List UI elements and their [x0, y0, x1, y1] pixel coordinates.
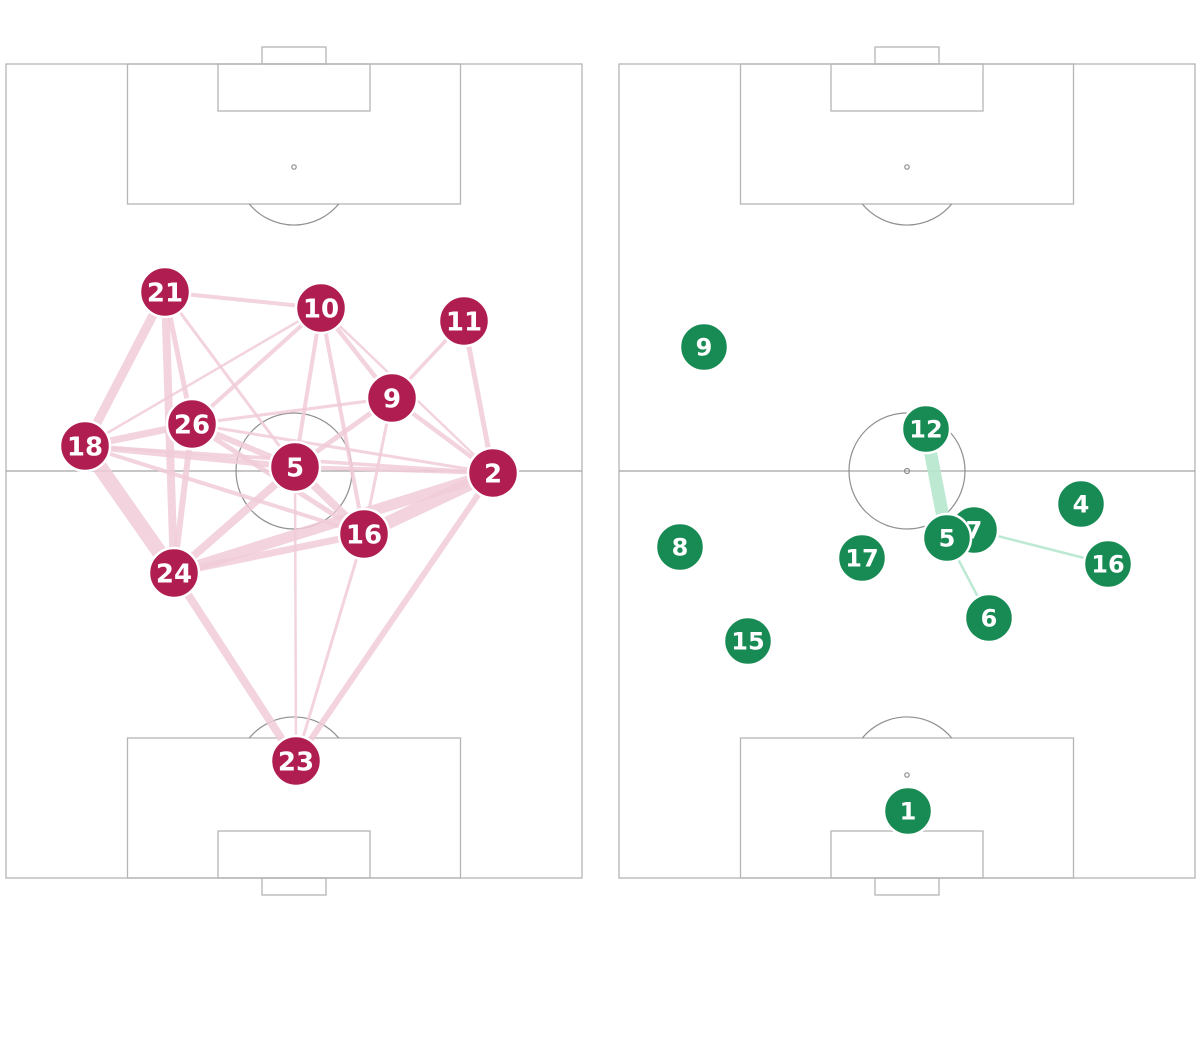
player-number-left-16: 16 — [346, 520, 382, 550]
goal-top — [261, 46, 327, 65]
player-node-right-12 — [900, 403, 952, 455]
player-node-left-16 — [337, 507, 391, 561]
goal-top — [874, 46, 940, 65]
penalty-arc-bottom — [861, 716, 953, 739]
six-yard-box-top — [830, 63, 984, 112]
pass-edge-left-10-26 — [190, 306, 323, 426]
penalty-area-top — [739, 63, 1075, 205]
penalty-arc-bottom — [248, 716, 340, 739]
pass-edge-left-26-2 — [190, 422, 495, 475]
player-node-left-18 — [58, 419, 112, 473]
pass-edge-left-5-23 — [293, 465, 298, 763]
player-node-right-15 — [722, 615, 774, 667]
six-yard-box-bottom — [217, 830, 371, 879]
player-number-right-6: 6 — [981, 605, 998, 633]
center-spot — [903, 467, 911, 475]
player-number-right-9: 9 — [696, 334, 713, 362]
player-number-left-10: 10 — [303, 294, 339, 324]
penalty-spot-top — [291, 164, 297, 170]
penalty-arc-top — [248, 203, 340, 226]
pass-edge-left-9-26 — [190, 396, 394, 426]
penalty-spot-bottom — [904, 772, 910, 778]
player-number-right-15: 15 — [731, 628, 764, 656]
pass-edge-left-10-18 — [83, 306, 323, 448]
player-number-left-11: 11 — [446, 307, 482, 337]
player-number-right-5: 5 — [939, 525, 956, 553]
pass-edge-left-21-18 — [80, 287, 170, 451]
player-node-left-23 — [269, 734, 323, 788]
player-node-right-6 — [963, 592, 1015, 644]
player-number-left-9: 9 — [383, 384, 401, 414]
player-number-left-2: 2 — [484, 459, 502, 489]
player-number-right-17: 17 — [845, 545, 878, 573]
right-pitch — [618, 46, 1196, 896]
player-number-right-12: 12 — [909, 416, 942, 444]
penalty-arc-top — [861, 203, 953, 226]
player-number-left-5: 5 — [286, 453, 304, 483]
player-node-right-8 — [654, 521, 706, 573]
player-number-left-24: 24 — [156, 559, 192, 589]
player-node-left-21 — [138, 265, 192, 319]
player-node-left-9 — [365, 371, 419, 425]
player-number-right-8: 8 — [672, 534, 689, 562]
player-node-left-26 — [165, 397, 219, 451]
player-node-left-5 — [268, 440, 322, 494]
pass-edge-left-16-24 — [170, 530, 368, 577]
player-number-left-26: 26 — [174, 410, 210, 440]
penalty-area-top — [126, 63, 462, 205]
pass-edge-left-5-24 — [170, 463, 299, 577]
player-number-left-23: 23 — [278, 747, 314, 777]
player-node-right-4 — [1055, 478, 1107, 530]
player-node-left-2 — [466, 446, 520, 500]
goal-bottom — [874, 877, 940, 896]
player-number-right-4: 4 — [1073, 491, 1090, 519]
six-yard-box-bottom — [830, 830, 984, 879]
player-node-left-24 — [147, 546, 201, 600]
pass-edge-left-16-23 — [294, 532, 366, 763]
player-node-right-9 — [678, 321, 730, 373]
six-yard-box-top — [217, 63, 371, 112]
penalty-spot-top — [904, 164, 910, 170]
player-node-right-1 — [882, 785, 934, 837]
left-passing-network: 21 10 11 9 26 18 5 2 16 24 23 — [58, 265, 520, 788]
player-number-left-21: 21 — [147, 278, 183, 308]
player-node-right-17 — [836, 532, 888, 584]
player-node-right-16 — [1082, 538, 1134, 590]
pass-edge-left-10-16 — [319, 306, 366, 536]
goal-bottom — [261, 877, 327, 896]
player-node-right-5 — [921, 512, 973, 564]
pass-edge-left-24-23 — [170, 569, 300, 765]
player-number-right-16: 16 — [1091, 551, 1124, 579]
pass-edge-left-18-16 — [83, 444, 366, 536]
player-node-left-10 — [294, 281, 348, 335]
player-node-left-11 — [437, 294, 491, 348]
player-number-right-1: 1 — [900, 798, 917, 826]
player-number-left-18: 18 — [67, 432, 103, 462]
pass-edge-left-2-23 — [293, 470, 496, 764]
